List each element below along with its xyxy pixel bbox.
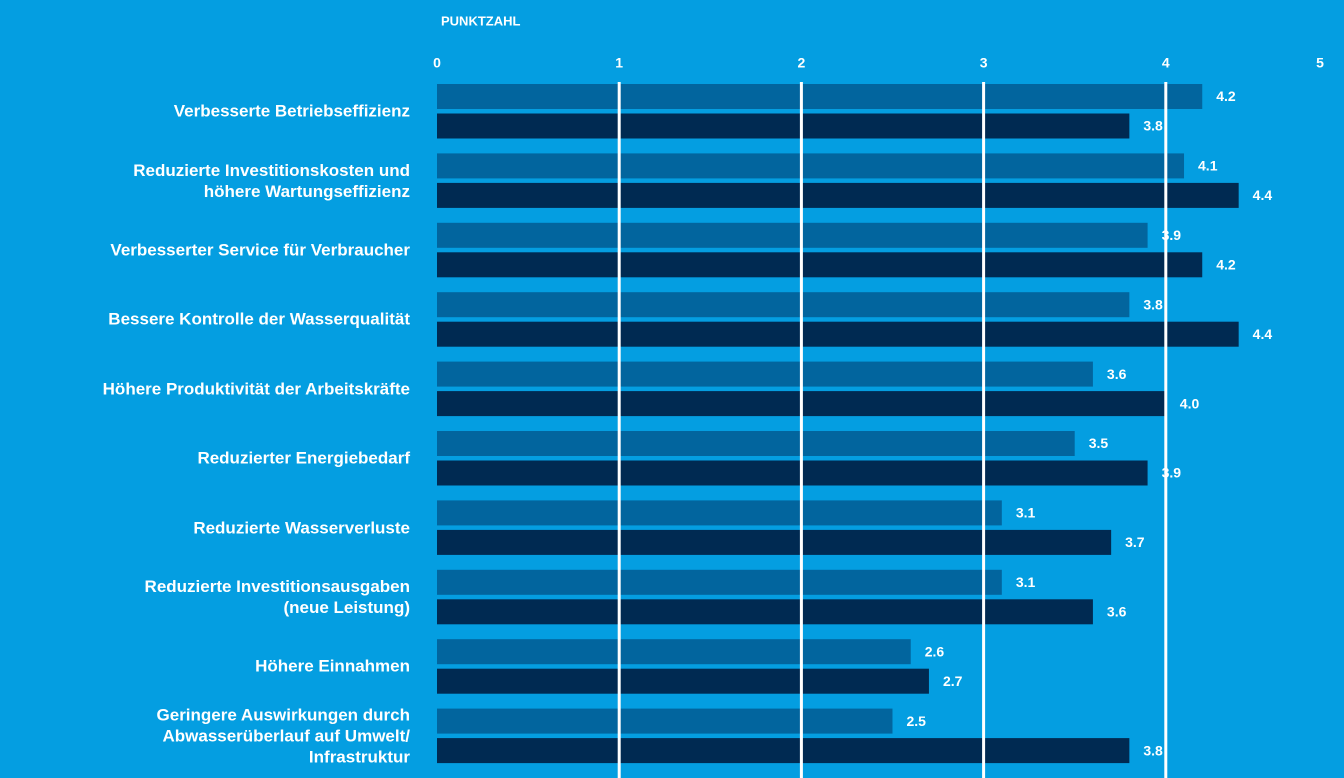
bar	[437, 668, 929, 694]
category-label: Reduzierte Investitionsausgaben (neue Le…	[144, 577, 410, 618]
bar	[437, 222, 1148, 248]
x-tick-label: 5	[1316, 55, 1324, 71]
value-label: 4.2	[1216, 88, 1236, 104]
bar	[437, 182, 1239, 208]
value-label: 2.5	[907, 713, 927, 729]
bar	[437, 153, 1185, 179]
value-label: 2.6	[925, 643, 945, 659]
bar	[437, 500, 1002, 526]
value-label: 3.8	[1143, 118, 1163, 134]
value-label: 3.6	[1107, 366, 1127, 382]
bar	[437, 708, 893, 734]
value-label: 3.6	[1107, 604, 1127, 620]
value-label: 3.5	[1089, 435, 1109, 451]
axis-label: PUNKTZAHL	[441, 13, 520, 28]
category-label: Geringere Auswirkungen durch Abwasserübe…	[156, 705, 410, 767]
bar	[437, 599, 1093, 625]
value-label: 3.1	[1016, 574, 1036, 590]
value-label: 3.7	[1125, 534, 1145, 550]
category-label: Reduzierter Energiebedarf	[197, 448, 410, 468]
category-label: Verbesserter Service für Verbraucher	[110, 240, 410, 260]
value-label: 4.0	[1180, 395, 1200, 411]
category-label: Reduzierte Investitionskosten und höhere…	[133, 160, 410, 201]
category-label: Höhere Einnahmen	[255, 656, 410, 676]
value-label: 2.7	[943, 673, 963, 689]
value-label: 4.2	[1216, 257, 1236, 273]
x-tick-label: 1	[615, 55, 623, 71]
bar	[437, 292, 1130, 318]
value-label: 3.8	[1143, 742, 1163, 758]
category-label: Reduzierte Wasserverluste	[193, 518, 410, 538]
category-label: Verbesserte Betriebseffizienz	[173, 101, 410, 121]
value-label: 4.1	[1198, 158, 1218, 174]
x-tick-label: 0	[433, 55, 441, 71]
value-label: 4.4	[1253, 326, 1273, 342]
bar	[437, 460, 1148, 486]
bar	[437, 738, 1130, 764]
x-tick-label: 2	[798, 55, 806, 71]
bar	[437, 113, 1130, 139]
value-label: 4.4	[1253, 187, 1273, 203]
x-tick-label: 3	[980, 55, 988, 71]
bar	[437, 529, 1112, 555]
bar	[437, 84, 1203, 109]
bar	[437, 252, 1203, 278]
x-tick-label: 4	[1162, 55, 1170, 71]
bar	[437, 639, 911, 665]
category-label: Höhere Produktivität der Arbeitskräfte	[102, 379, 410, 399]
bar	[437, 321, 1239, 347]
value-label: 3.1	[1016, 505, 1036, 521]
value-label: 3.8	[1143, 296, 1163, 312]
bar	[437, 569, 1002, 595]
category-label: Bessere Kontrolle der Wasserqualität	[108, 309, 410, 329]
bar	[437, 361, 1093, 387]
bar	[437, 431, 1075, 456]
